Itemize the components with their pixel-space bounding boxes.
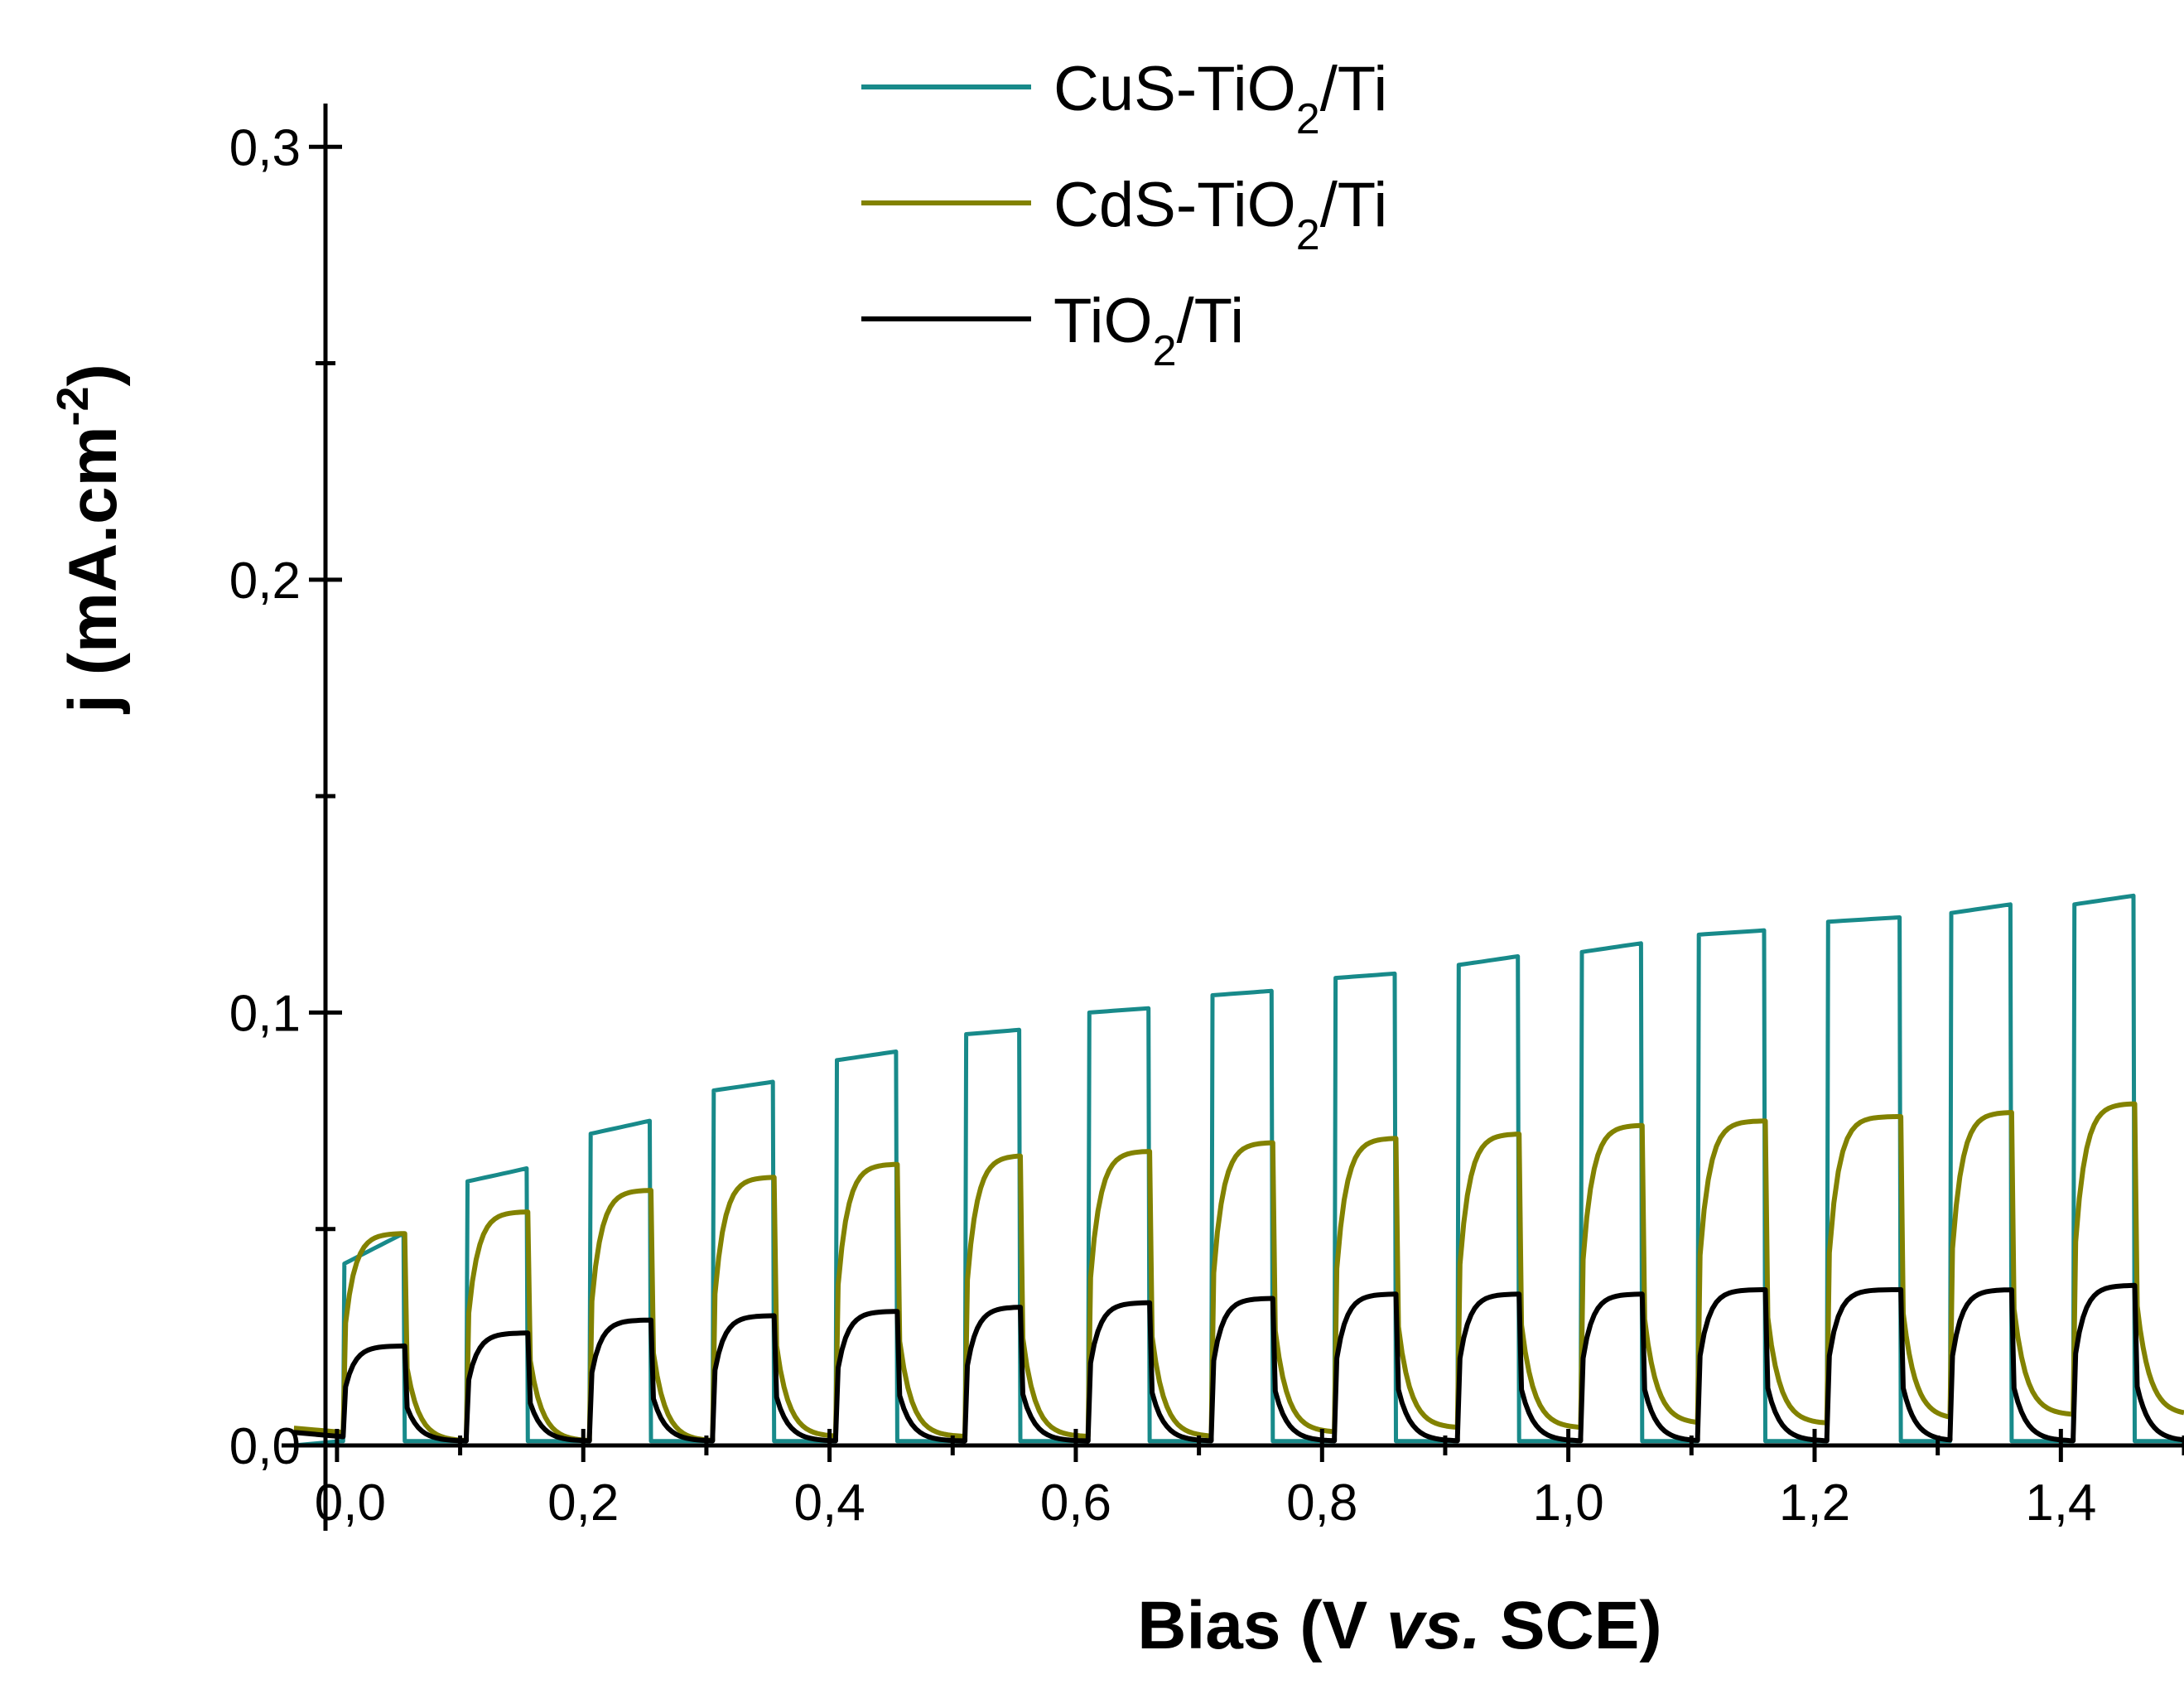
axes-layer: 0,0 0,1 0,2 0,3 0,0 0,2 0,4 0,6 0,8 1,0 1,2 1,4 [229, 104, 2184, 1532]
y-tick-label: 0,3 [229, 119, 301, 176]
y-tick-label: 0,2 [229, 552, 301, 610]
x-tick-label: 1,0 [1533, 1474, 1604, 1532]
legend-label: CuS-TiO2/Ti [1053, 54, 1387, 143]
legend-item: TiO2/Ti [861, 286, 1244, 375]
series-layer [293, 893, 2184, 1448]
x-tick-label: 0,0 [315, 1474, 386, 1532]
legend-label: TiO2/Ti [1053, 286, 1244, 375]
y-axis-title: j (mA.cm-2) [48, 364, 131, 715]
x-axis-title: Bias (V vs. SCE) [1137, 1588, 1661, 1663]
x-tick-label: 0,2 [547, 1474, 619, 1532]
x-tick-label: 1,2 [1779, 1474, 1850, 1532]
legend-item: CdS-TiO2/Ti [861, 170, 1387, 259]
series-line-tio2 [293, 1282, 2184, 1444]
series-line-cds-tio2 [293, 1101, 2184, 1444]
axis-titles: Bias (V vs. SCE) j (mA.cm-2) [48, 364, 1662, 1663]
x-tick-label: 1,4 [2025, 1474, 2096, 1532]
legend-item: CuS-TiO2/Ti [861, 54, 1387, 143]
x-tick-label: 0,4 [793, 1474, 865, 1532]
legend: CuS-TiO2/Ti CdS-TiO2/Ti TiO2/Ti [861, 54, 1387, 375]
x-tick-label: 0,6 [1040, 1474, 1111, 1532]
y-tick-label: 0,0 [229, 1418, 301, 1475]
series-line-cus-tio2 [293, 893, 2183, 1448]
y-tick-label: 0,1 [229, 985, 301, 1042]
legend-label: CdS-TiO2/Ti [1053, 170, 1387, 259]
x-tick-label: 0,8 [1286, 1474, 1357, 1532]
